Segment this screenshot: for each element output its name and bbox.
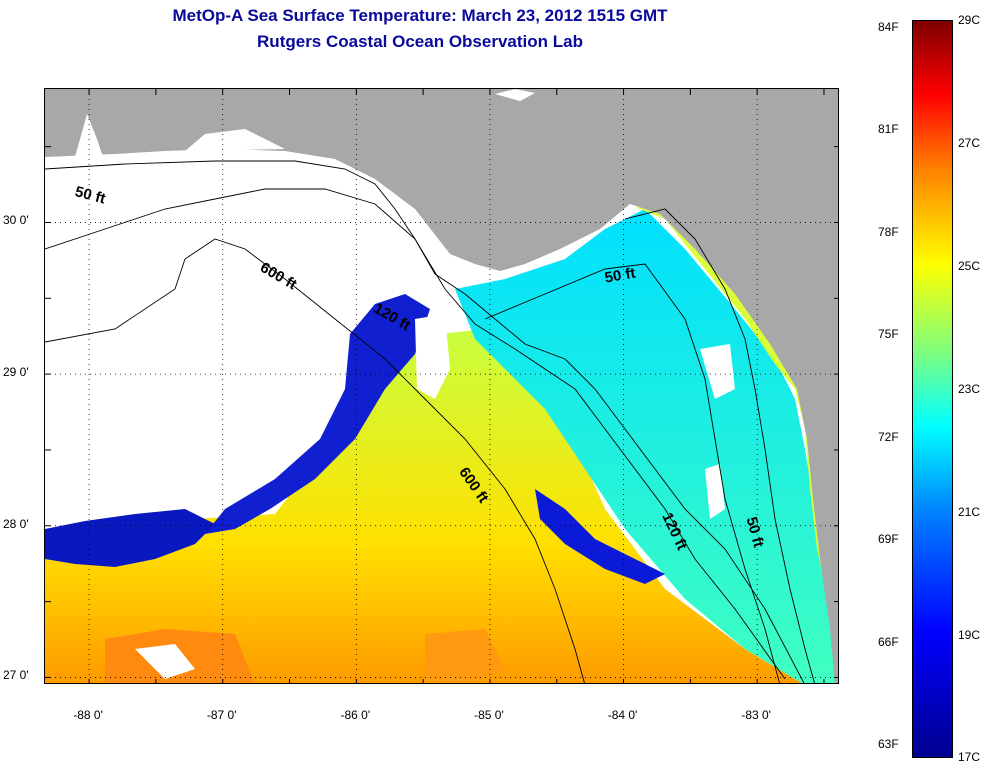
graticule [45,89,838,683]
pensacola-bay [185,129,285,151]
lon-tick-label: -84 0' [607,708,638,722]
colorbar-fahrenheit-label: 75F [878,327,899,342]
sst-warm-patch [425,629,505,683]
colorbar-fahrenheit-label: 84F [878,19,899,34]
map-subtitle: Rutgers Coastal Ocean Observation Lab [257,32,583,51]
lat-tick-label: 29 0' [3,365,29,380]
contour-50ft [45,160,805,683]
colorbar-celsius-label: 23C [958,382,981,396]
lat-tick-label: 27 0' [3,668,29,683]
map-title: MetOp-A Sea Surface Temperature: March 2… [172,6,668,25]
sst-warm-water [45,329,802,683]
colorbar-celsius-label: 25C [958,259,981,273]
colorbar-fahrenheit-label: 81F [878,122,899,137]
colorbar-fahrenheit-label: 66F [878,634,899,649]
sst-cold-front [205,294,430,534]
colorbar-celsius-label: 27C [958,136,981,150]
sst-cold-patch-west [45,509,215,567]
lon-tick-label: -85 0' [474,708,504,722]
cloud-patch [700,344,735,399]
colorbar-fahrenheit-label: 69F [878,532,899,547]
sst-shelf-water [455,209,838,683]
colorbar-celsius-label: 17C [958,750,981,764]
colorbar-fahrenheit-label: 72F [878,429,899,444]
cloud-patch [705,464,725,519]
colorbar-celsius-label: 19C [958,628,981,642]
colorbar-celsius-label: 29C [958,13,981,27]
sst-cold-patch-east [535,489,665,584]
lat-tick-label: 28 0' [3,516,29,531]
lat-tick-label: 30 0' [3,213,29,228]
land-mass [45,89,838,683]
contour-600ft [45,238,585,683]
lon-tick-label: -86 0' [340,708,371,722]
cloud-patch [415,314,450,399]
lon-tick-label: -83 0' [741,708,771,722]
colorbar-fahrenheit-label: 63F [878,737,899,752]
lon-tick-label: -88 0' [73,708,103,722]
sst-map: 50 ft 600 ft 120 ft 50 ft 600 ft 120 ft 50 ft [44,88,839,684]
contour-label: 50 ft [603,265,636,287]
mobile-bay [75,114,103,157]
colorbar-celsius-label: 21C [958,505,981,519]
temperature-colorbar [912,20,953,758]
lon-tick-label: -87 0' [206,708,237,722]
contour-50ft-east [624,208,815,683]
inland-lake [495,89,535,101]
contour-120ft-east [484,263,780,683]
colorbar-fahrenheit-label: 78F [878,224,899,239]
cloud-patch [135,644,195,679]
contour-120ft [45,188,786,680]
